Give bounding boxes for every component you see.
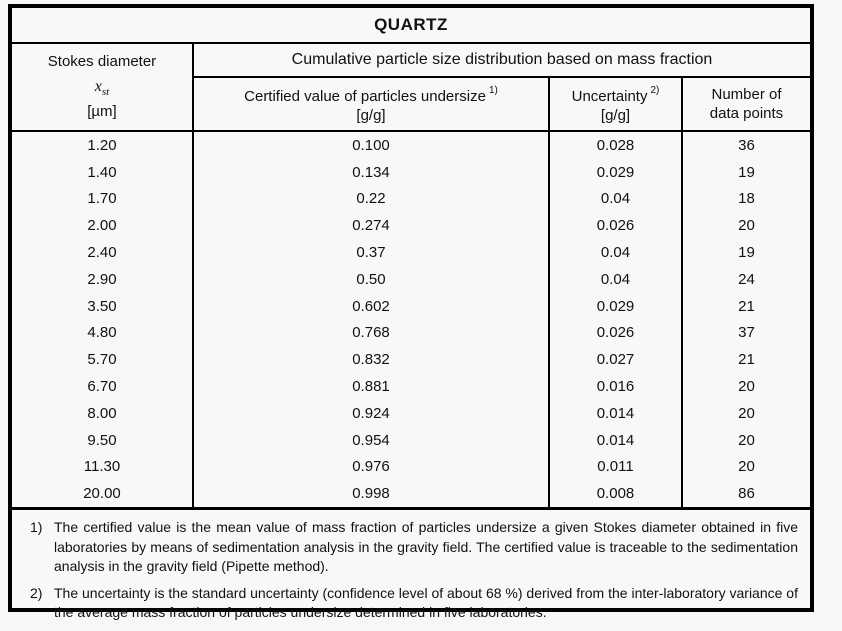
cell-stokes-diameter: 3.50 [87, 297, 117, 315]
cell-stokes-diameter: 8.00 [87, 404, 117, 422]
cell-num-points: 18 [681, 185, 810, 213]
cell-num-points: 36 [681, 132, 810, 159]
cell-stokes-diameter: 4.80 [87, 324, 117, 342]
header-stokes-diameter: Stokes diameter xst [µm] [12, 44, 192, 132]
certified-value-unit: [g/g] [356, 107, 386, 124]
cell-certified-value: 0.954 [192, 426, 548, 454]
cell-certified-value: 0.22 [192, 185, 548, 213]
cell-certified-value: 0.768 [192, 319, 548, 347]
header-group-cumulative-distribution: Cumulative particle size distribution ba… [192, 44, 810, 78]
cell-num-points: 20 [681, 373, 810, 400]
cell-certified-value: 0.998 [192, 480, 548, 508]
cell-stokes-diameter: 20.00 [83, 485, 121, 503]
footnote-ref-1: 1) [488, 85, 498, 96]
cell-certified-value: 0.976 [192, 453, 548, 481]
cell-stokes-diameter: 1.40 [87, 163, 117, 181]
cell-uncertainty: 0.026 [548, 319, 681, 347]
footnote-2-text: The uncertainty is the standard uncertai… [54, 584, 798, 621]
cell-certified-value: 0.924 [192, 399, 548, 427]
cell-stokes-diameter: 5.70 [87, 351, 117, 369]
footnote-1-marker: 1) [30, 519, 43, 536]
header-number-of-data-points: Number of data points [681, 78, 810, 132]
cell-num-points: 37 [681, 319, 810, 347]
cell-stokes-diameter: 2.00 [87, 217, 117, 235]
footnote-1-text: The certified value is the mean value of… [54, 519, 798, 575]
cell-certified-value: 0.100 [192, 132, 548, 159]
cell-num-points: 24 [681, 265, 810, 293]
cell-uncertainty: 0.027 [548, 346, 681, 374]
footnotes-section: 1) The certified value is the mean value… [12, 507, 810, 630]
cell-uncertainty: 0.016 [548, 373, 681, 400]
stokes-unit: [µm] [87, 103, 117, 121]
datapoints-label-line2: data points [709, 105, 784, 122]
cell-uncertainty: 0.04 [548, 265, 681, 293]
cell-num-points: 20 [681, 212, 810, 240]
cell-stokes-diameter: 2.90 [87, 270, 117, 288]
cell-num-points: 21 [681, 292, 810, 320]
cell-uncertainty: 0.028 [548, 132, 681, 159]
stokes-symbol-subscript: st [101, 86, 110, 99]
cell-uncertainty: 0.014 [548, 399, 681, 427]
cell-uncertainty: 0.026 [548, 212, 681, 240]
cell-uncertainty: 0.04 [548, 185, 681, 213]
cell-uncertainty: 0.029 [548, 292, 681, 320]
stokes-symbol: xst [94, 78, 110, 99]
cell-certified-value: 0.134 [192, 158, 548, 186]
cell-certified-value: 0.832 [192, 346, 548, 374]
footnote-2: 2) The uncertainty is the standard uncer… [20, 584, 800, 623]
cell-num-points: 20 [681, 426, 810, 454]
cell-num-points: 20 [681, 399, 810, 427]
cell-stokes-diameter: 6.70 [87, 378, 117, 396]
cell-num-points: 20 [681, 453, 810, 481]
quartz-certificate-table: QUARTZ Stokes diameter xst [µm] Cumulati… [8, 4, 814, 620]
cell-uncertainty: 0.011 [548, 453, 681, 481]
cell-uncertainty: 0.04 [548, 239, 681, 266]
cell-uncertainty: 0.014 [548, 426, 681, 454]
cell-num-points: 21 [681, 346, 810, 374]
cell-uncertainty: 0.029 [548, 158, 681, 186]
footnote-1: 1) The certified value is the mean value… [20, 518, 800, 577]
cell-stokes-diameter: 11.30 [83, 458, 121, 476]
cell-stokes-diameter: 9.50 [87, 431, 117, 449]
footnote-ref-2: 2) [650, 85, 660, 96]
uncertainty-label: Uncertainty 2) [571, 85, 660, 105]
cell-stokes-diameter: 2.40 [87, 244, 117, 262]
cell-uncertainty: 0.008 [548, 480, 681, 508]
certified-value-label: Certified value of particles undersize 1) [244, 85, 498, 105]
cell-certified-value: 0.37 [192, 239, 548, 266]
cell-certified-value: 0.50 [192, 265, 548, 293]
header-uncertainty: Uncertainty 2) [g/g] [548, 78, 681, 132]
cell-certified-value: 0.881 [192, 373, 548, 400]
header-certified-value: Certified value of particles undersize 1)… [192, 78, 548, 132]
cell-stokes-diameter: 1.70 [87, 190, 117, 208]
cell-certified-value: 0.602 [192, 292, 548, 320]
cell-num-points: 19 [681, 239, 810, 266]
uncertainty-unit: [g/g] [600, 107, 631, 124]
stokes-diameter-label: Stokes diameter [47, 53, 157, 70]
datapoints-label-line1: Number of [711, 86, 782, 103]
footnote-2-marker: 2) [30, 584, 43, 601]
table-title: QUARTZ [12, 8, 810, 44]
cell-stokes-diameter: 1.20 [87, 136, 117, 154]
cell-certified-value: 0.274 [192, 212, 548, 240]
cell-num-points: 86 [681, 480, 810, 508]
cell-num-points: 19 [681, 158, 810, 186]
